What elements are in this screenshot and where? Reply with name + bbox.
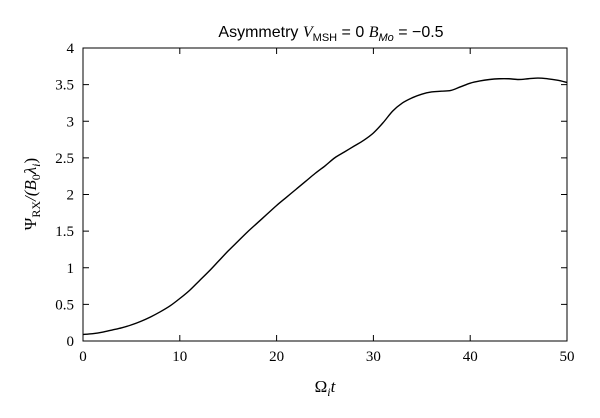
x-axis-title-main: Ω: [315, 377, 328, 396]
x-tick-label: 20: [269, 349, 284, 365]
x-tick-label: 30: [366, 349, 381, 365]
x-axis-title-sub: i: [327, 385, 330, 399]
series-line: [82, 77, 568, 336]
chart-title: Asymmetry VMSH = 0 BMo = −0.5: [218, 24, 443, 44]
x-tick-label: 50: [560, 349, 575, 365]
y-tick-label: 0: [67, 334, 75, 350]
y-axis-ticks: 0 0.5 1 1.5 2 2.5 3 3.5 4: [55, 41, 567, 350]
y-tick-label: 3.5: [55, 78, 74, 94]
y-tick-label: 1.5: [55, 224, 74, 240]
chart-title-prefix: Asymmetry: [218, 24, 302, 41]
y-tick-label: 2: [67, 188, 75, 204]
y-axis-title-main: Ψ: [21, 217, 40, 230]
y-axis-title-sub1: RX: [29, 201, 43, 218]
chart-title-v-eq: = 0: [337, 24, 369, 41]
y-tick-label: 2.5: [55, 151, 74, 167]
y-axis-title-end: ): [21, 158, 40, 164]
y-axis-title-sub2: 0: [29, 174, 43, 180]
x-tick-label: 0: [79, 349, 87, 365]
chart-title-v-symbol: V: [303, 24, 315, 41]
chart-title-b-symbol: B: [369, 24, 379, 41]
chart-title-v-sub: MSH: [313, 32, 338, 44]
y-axis-title-mid: /(B: [21, 180, 40, 202]
y-tick-label: 3: [67, 114, 75, 130]
x-tick-label: 40: [463, 349, 478, 365]
y-axis-title-lam: λ: [21, 167, 40, 175]
x-axis-title-rest: t: [331, 377, 337, 396]
plot-frame: [82, 47, 568, 342]
y-axis-title-sub3: i: [29, 163, 43, 166]
chart-title-b-sub: Mo: [378, 32, 393, 44]
x-tick-label: 10: [172, 349, 187, 365]
y-axis-title: ΨRX/(B0λi): [21, 158, 43, 230]
series-layer: [82, 77, 568, 336]
x-axis-ticks: 0 10 20 30 40 50: [79, 48, 575, 365]
x-axis-title: Ωit: [315, 377, 337, 399]
chart-title-b-eq: = −0.5: [394, 24, 444, 41]
y-tick-label: 1: [67, 261, 75, 277]
y-tick-label: 4: [67, 41, 75, 57]
y-tick-label: 0.5: [55, 297, 74, 313]
